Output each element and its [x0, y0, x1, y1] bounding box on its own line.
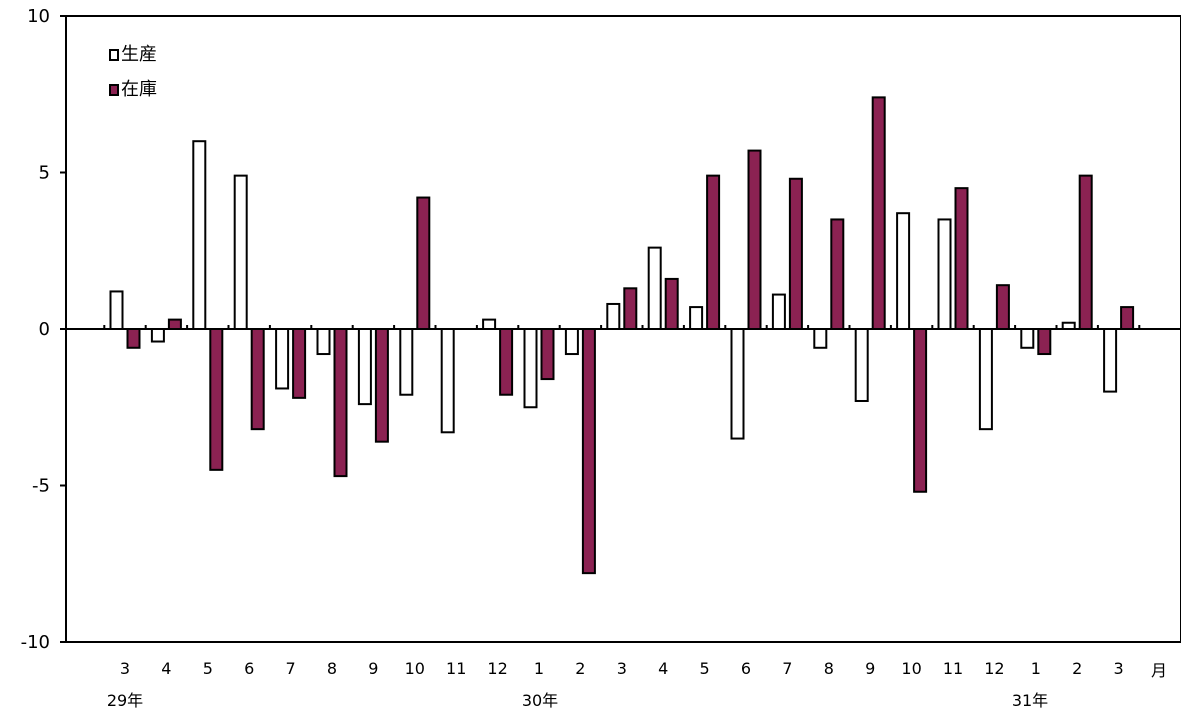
legend: 生産 在庫 [109, 40, 157, 110]
bar-inventory [747, 149, 762, 330]
x-tick-label: 11 [943, 659, 963, 678]
x-tick-label: 5 [700, 659, 710, 678]
x-tick-label: 12 [487, 659, 507, 678]
bar-inventory [126, 328, 141, 349]
x-axis-unit: 月 [1151, 661, 1167, 680]
bar-production [275, 328, 290, 390]
bar-inventory [954, 187, 969, 330]
bar-inventory [871, 96, 886, 330]
bar-production [813, 328, 828, 349]
bar-production [647, 246, 662, 330]
x-tick-label: 8 [327, 659, 337, 678]
bar-inventory [830, 218, 845, 330]
bar-inventory [250, 328, 265, 431]
bar-production [771, 293, 786, 331]
year-label-30: 30年 [522, 691, 558, 710]
x-tick-label: 9 [368, 659, 378, 678]
y-tick-label: -5 [32, 476, 50, 497]
bar-production [523, 328, 538, 409]
legend-item-production: 生産 [109, 40, 157, 70]
x-tick-label: 10 [901, 659, 921, 678]
bar-production [399, 328, 414, 396]
x-tick-label: 7 [782, 659, 792, 678]
legend-swatch-inventory [109, 84, 119, 96]
x-tick-label: 6 [244, 659, 254, 678]
bar-production [482, 318, 497, 330]
bar-inventory [913, 328, 928, 493]
x-tick-label: 3 [120, 659, 130, 678]
bar-production [978, 328, 993, 431]
x-tick-label: 5 [203, 659, 213, 678]
x-axis-labels: 3 4 5 6 7 8 9 10 11 12 1 2 3 4 5 6 7 8 9 10 11 12 1 2 3 [120, 659, 1124, 678]
x-tick-label: 1 [534, 659, 544, 678]
x-tick-label: 6 [741, 659, 751, 678]
legend-label-inventory: 在庫 [121, 79, 157, 100]
x-tick-label: 12 [984, 659, 1004, 678]
bar-production [440, 328, 455, 434]
bar-inventory [333, 328, 348, 478]
bar-inventory [209, 328, 224, 471]
x-tick-label: 3 [1114, 659, 1124, 678]
bar-production [357, 328, 372, 406]
x-tick-label: 10 [405, 659, 425, 678]
x-tick-label: 4 [658, 659, 668, 678]
y-tick-label: 5 [39, 163, 50, 184]
bar-inventory [1120, 306, 1135, 330]
y-tick-label: -10 [21, 632, 50, 653]
bar-inventory [995, 284, 1010, 330]
bar-inventory [706, 174, 721, 330]
y-tick-label: 0 [39, 319, 50, 340]
y-tick-label: 10 [27, 6, 50, 27]
bar-inventory [167, 318, 182, 330]
x-tick-label: 3 [617, 659, 627, 678]
bar-production [564, 328, 579, 356]
bar-inventory [416, 196, 431, 330]
x-tick-label: 11 [446, 659, 466, 678]
bar-production [937, 218, 952, 330]
bar-production [233, 174, 248, 330]
bar-production [1103, 328, 1118, 393]
bar-inventory [1078, 174, 1093, 330]
x-tick-label: 8 [824, 659, 834, 678]
x-tick-label: 7 [286, 659, 296, 678]
legend-item-inventory: 在庫 [109, 75, 157, 105]
bar-production [730, 328, 745, 440]
bar-inventory [623, 287, 638, 330]
bar-inventory [540, 328, 555, 381]
bar-production [896, 212, 911, 330]
bar-production [1020, 328, 1035, 349]
x-tick-label: 2 [575, 659, 585, 678]
bar-inventory [499, 328, 514, 396]
bar-production [109, 290, 124, 331]
bar-inventory [788, 177, 803, 330]
year-label-31: 31年 [1012, 691, 1048, 710]
x-tick-label: 1 [1031, 659, 1041, 678]
bar-production [150, 328, 165, 343]
bar-inventory [1037, 328, 1052, 356]
bar-inventory [374, 328, 389, 443]
x-tick-label: 9 [865, 659, 875, 678]
y-axis-ticks [60, 15, 66, 643]
bar-production [192, 140, 207, 330]
legend-swatch-production [109, 49, 119, 61]
bar-production [854, 328, 869, 402]
bar-production [689, 306, 704, 330]
y-axis-labels: 10 5 0 -5 -10 [21, 6, 50, 653]
bar-inventory [581, 328, 596, 575]
bar-production [606, 302, 621, 330]
year-label-29: 29年 [107, 691, 143, 710]
bar-inventory [292, 328, 307, 399]
x-tick-label: 2 [1072, 659, 1082, 678]
x-tick-label: 4 [161, 659, 171, 678]
zero-line-group [66, 325, 1181, 330]
bar-production [316, 328, 331, 356]
bar-inventory [664, 277, 679, 331]
legend-label-production: 生産 [121, 44, 157, 65]
